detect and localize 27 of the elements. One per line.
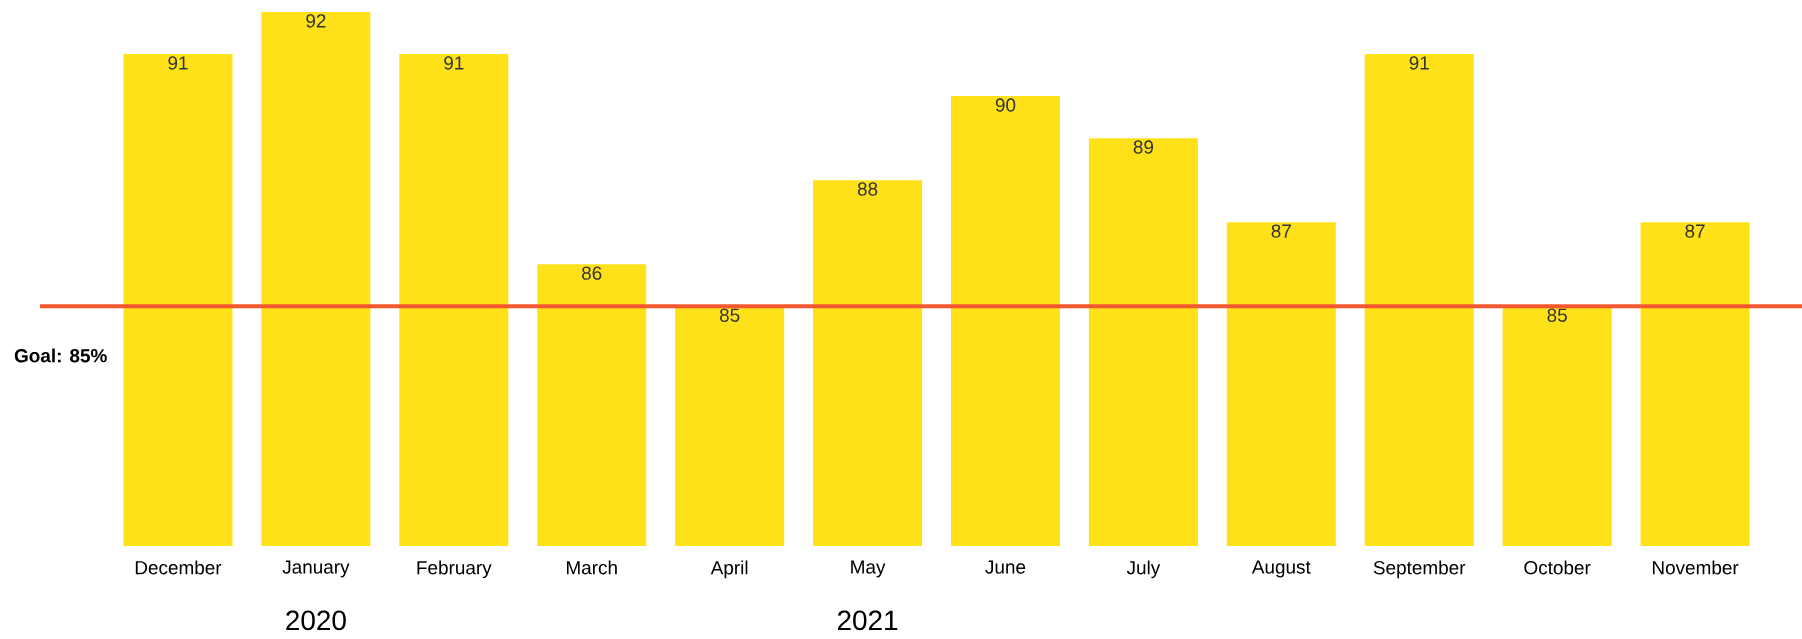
x-tick-label: November — [1652, 560, 1739, 575]
x-tick-label: April — [710, 560, 748, 579]
x-tick-label: September — [1373, 560, 1466, 579]
x-tick-label: February — [417, 560, 492, 579]
data-label: 86 — [582, 266, 602, 280]
data-label: 90 — [995, 98, 1016, 112]
x-tick-label: May — [851, 560, 886, 578]
data-label: 91 — [168, 56, 188, 70]
x-tick-label: March — [566, 560, 617, 575]
x-tick-label: June — [985, 560, 1026, 574]
data-label: 88 — [857, 182, 878, 196]
x-tick-label: December — [135, 560, 222, 575]
x-tick-label: January — [282, 560, 350, 578]
text: 2021 — [837, 610, 898, 631]
x-tick-label: October — [1524, 560, 1591, 575]
data-label: 92 — [306, 14, 326, 28]
x-tick-label: July — [1126, 560, 1161, 579]
data-label: 87 — [1685, 224, 1705, 238]
data-label: 91 — [444, 56, 464, 70]
data-label: 89 — [1133, 140, 1154, 154]
data-label: 91 — [1409, 56, 1429, 70]
x-tick-label: August — [1251, 560, 1311, 578]
data-label: 85 — [719, 308, 740, 322]
data-label: 85 — [1547, 308, 1567, 322]
data-label: 87 — [1271, 224, 1291, 238]
ref-line-label: Goal: 85% — [14, 348, 107, 363]
text: 2020 — [286, 610, 346, 631]
